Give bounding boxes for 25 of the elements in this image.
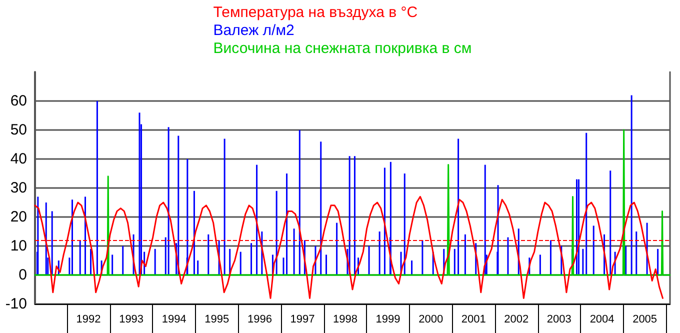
y-tick-label: 0 [18,266,27,284]
x-tick-label: 2005 [632,314,658,326]
x-tick-label: 2000 [418,314,444,326]
y-tick-label: 50 [10,122,27,138]
text: Температура на въздуха в °C [213,4,418,21]
y-tick-label: 20 [10,208,27,226]
y-tick-label: 40 [10,150,27,168]
x-tick-label: 1997 [290,314,315,326]
text: Височина на снежната покривка в см [213,40,472,57]
x-tick-label: 1994 [162,314,186,326]
x-tick-label: 1992 [76,314,101,326]
y-tick-label: 60 [10,92,27,110]
x-tick-label: 1999 [376,314,400,326]
y-tick-label: 10 [10,238,27,254]
x-tick-label: 2004 [590,314,614,326]
x-tick-label: 2001 [461,314,486,326]
x-tick-label: 1995 [204,314,230,326]
y-tick-label: -10 [5,296,27,312]
x-tick-label: 1996 [247,314,272,326]
x-tick-label: 2002 [504,314,529,326]
text: Валеж л/м2 [213,22,294,39]
x-tick-label: 2003 [546,314,572,326]
y-tick-label: 30 [10,180,27,196]
x-tick-label: 1993 [119,314,144,326]
x-tick-label: 1998 [332,314,358,326]
